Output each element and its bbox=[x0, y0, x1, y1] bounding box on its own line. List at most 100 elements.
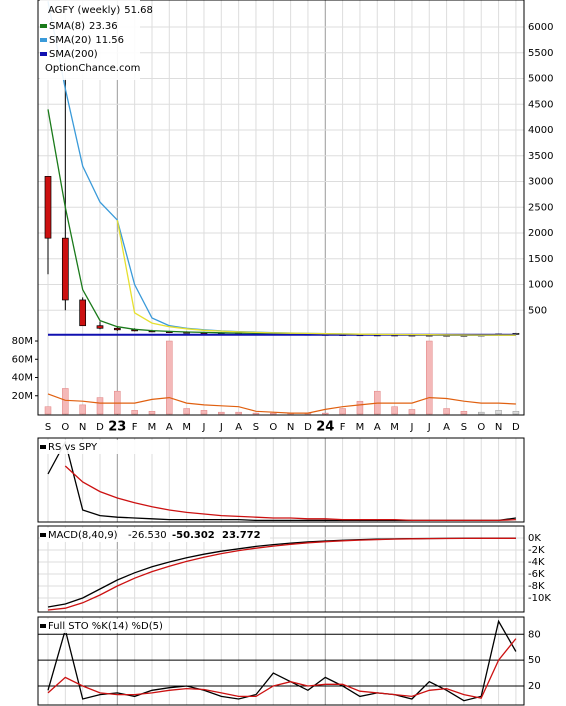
x-tick-label: J bbox=[201, 422, 205, 433]
x-tick-label: D bbox=[512, 422, 520, 433]
x-tick-label: J bbox=[219, 422, 223, 433]
volume-bar bbox=[339, 408, 346, 415]
candle-body bbox=[113, 327, 121, 331]
y-tick-label: 20 bbox=[528, 681, 541, 692]
x-tick-label: S bbox=[45, 422, 51, 433]
volume-bar bbox=[391, 406, 398, 415]
x-tick-label: J bbox=[409, 422, 413, 433]
legend-value: 23.36 bbox=[89, 21, 118, 32]
y-tick-label: -6K bbox=[528, 569, 545, 580]
volume-bar bbox=[44, 406, 52, 415]
y-tick-label: 40M bbox=[12, 373, 33, 384]
y-tick-label: 4500 bbox=[528, 99, 553, 110]
legend-swatch bbox=[40, 24, 47, 28]
x-tick-label: N bbox=[495, 422, 502, 433]
legend-name: SMA(8) bbox=[49, 21, 85, 32]
title-last: 51.68 bbox=[124, 5, 153, 16]
y-tick-label: -10K bbox=[528, 593, 551, 604]
x-tick-label: M bbox=[182, 422, 191, 433]
panel-title: Full STO %K(14) %D(5) bbox=[48, 621, 163, 632]
volume-bar bbox=[183, 408, 190, 415]
y-tick-label: 6000 bbox=[528, 22, 553, 33]
panel-title: MACD(8,40,9) bbox=[48, 530, 118, 541]
y-tick-label: 1500 bbox=[528, 254, 553, 265]
x-tick-label: A bbox=[443, 422, 450, 433]
labels-layer: 500 1000 1500 2000 2500 3000 3500 4000 4500 5000 5… bbox=[12, 0, 553, 706]
legend-swatch bbox=[40, 533, 46, 537]
y-tick-label: 3500 bbox=[528, 151, 553, 162]
readout: -50.302 bbox=[172, 530, 215, 541]
x-tick-label: J bbox=[427, 422, 431, 433]
volume-bar bbox=[478, 411, 485, 415]
legend-name: SMA(200) bbox=[49, 49, 98, 60]
y-tick-label: 5000 bbox=[528, 74, 553, 85]
legend-name: SMA(20) bbox=[49, 35, 91, 46]
x-tick-label: 23 bbox=[108, 420, 126, 435]
x-tick-label: M bbox=[390, 422, 399, 433]
volume-bar bbox=[495, 410, 502, 415]
y-tick-label: 5500 bbox=[528, 48, 553, 59]
x-tick-label: D bbox=[304, 422, 312, 433]
x-tick-label: N bbox=[287, 422, 294, 433]
volume-bar bbox=[200, 410, 208, 415]
volume-bar bbox=[460, 411, 468, 415]
line bbox=[116, 219, 516, 336]
x-tick-label: O bbox=[269, 422, 277, 433]
legend-swatch bbox=[40, 52, 47, 56]
x-tick-label: F bbox=[132, 422, 138, 433]
x-tick-label: M bbox=[148, 422, 157, 433]
x-tick-label: A bbox=[166, 422, 173, 433]
readout: -26.530 bbox=[128, 530, 167, 541]
volume-bar bbox=[426, 340, 433, 415]
x-tick-label: A bbox=[374, 422, 381, 433]
x-tick-label: O bbox=[61, 422, 69, 433]
volume-bar bbox=[270, 412, 277, 415]
volume-bar bbox=[322, 412, 329, 415]
volume-bar bbox=[131, 410, 138, 415]
x-tick-label: F bbox=[340, 422, 346, 433]
line bbox=[64, 465, 516, 522]
x-tick-label: O bbox=[477, 422, 485, 433]
legend-swatch bbox=[40, 38, 47, 42]
y-tick-label: -2K bbox=[528, 545, 545, 556]
volume-bar bbox=[512, 411, 520, 415]
panel-frame bbox=[37, 437, 525, 523]
legend-label: SMA(8) 23.36 bbox=[49, 21, 118, 32]
legend-box bbox=[40, 0, 140, 80]
y-tick-label: 80M bbox=[12, 336, 33, 347]
line bbox=[47, 638, 517, 699]
volume-bar bbox=[408, 409, 416, 415]
legend-value: 11.56 bbox=[95, 35, 124, 46]
y-tick-label: 2500 bbox=[528, 202, 553, 213]
y-tick-label: 1000 bbox=[528, 280, 553, 291]
legend-box bbox=[40, 619, 160, 633]
legend-label: SMA(200) bbox=[49, 49, 98, 60]
y-tick-label: 80 bbox=[528, 629, 541, 640]
volume-bar bbox=[218, 411, 225, 415]
panel-frame bbox=[37, 525, 525, 613]
y-tick-label: 500 bbox=[528, 305, 547, 316]
x-tick-label: S bbox=[253, 422, 259, 433]
volume-bar bbox=[252, 412, 260, 415]
volume-bar bbox=[148, 411, 156, 415]
x-tick-label: M bbox=[356, 422, 365, 433]
x-tick-label: D bbox=[96, 422, 104, 433]
y-tick-label: 0K bbox=[528, 533, 541, 544]
grid-layer bbox=[38, 0, 524, 705]
volume-bar bbox=[96, 397, 104, 415]
y-tick-label: 3000 bbox=[528, 177, 553, 188]
line bbox=[47, 537, 516, 608]
panel-frame bbox=[37, 616, 525, 706]
chart-title: AGFY (weekly) 51.68 bbox=[48, 5, 153, 16]
x-tick-label: S bbox=[461, 422, 467, 433]
legend-label: SMA(20) 11.56 bbox=[49, 35, 124, 46]
y-tick-label: 60M bbox=[12, 354, 33, 365]
candle-body bbox=[96, 325, 104, 329]
legend-box bbox=[40, 528, 270, 542]
source-label: OptionChance.com bbox=[45, 63, 140, 74]
candle-body bbox=[79, 299, 87, 327]
y-tick-label: 50 bbox=[528, 655, 541, 666]
x-tick-label: 24 bbox=[316, 420, 334, 435]
panel-title: RS vs SPY bbox=[48, 442, 98, 453]
